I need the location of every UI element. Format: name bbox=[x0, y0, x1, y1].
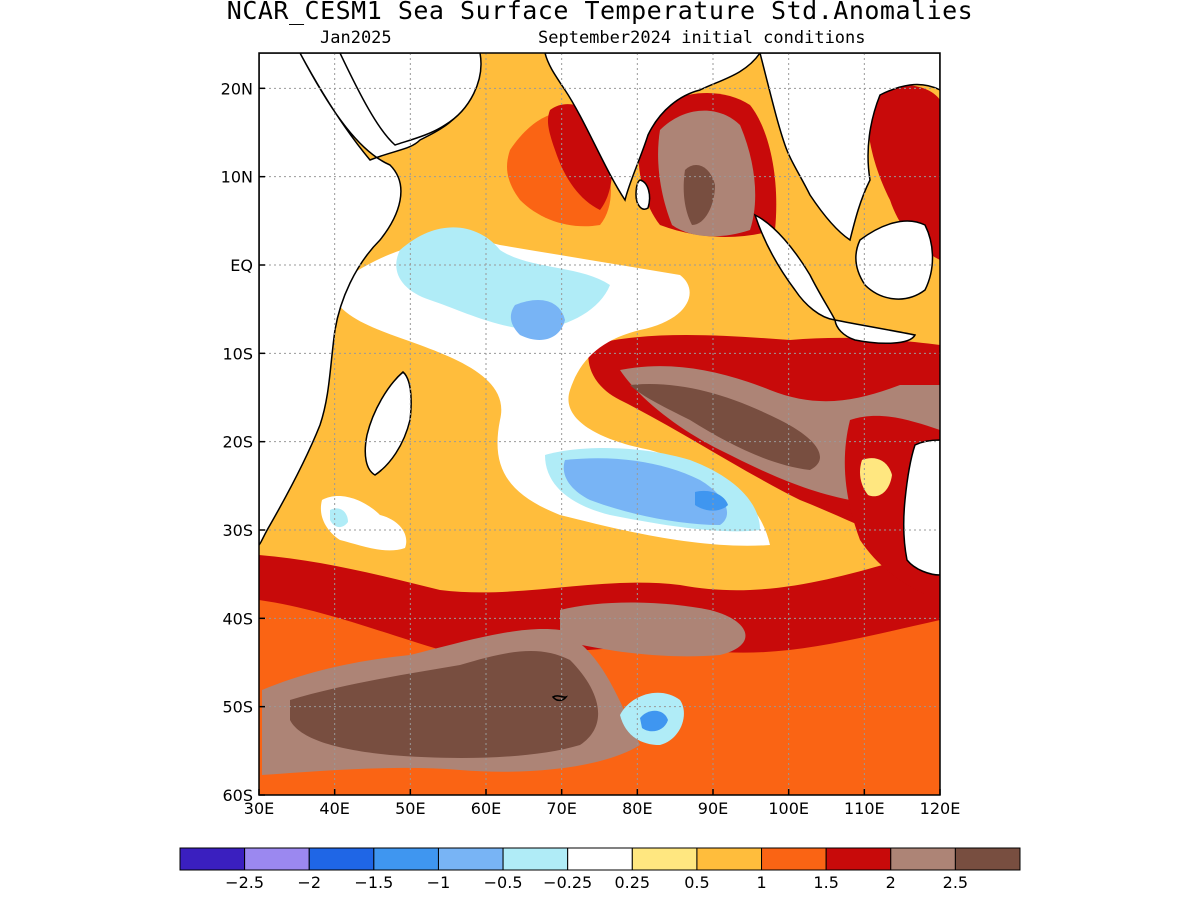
colorbar-label: −2.5 bbox=[225, 873, 264, 892]
colorbar-swatch bbox=[502, 847, 569, 871]
anomaly-region-wa-coast-yellow bbox=[860, 458, 892, 497]
anomaly-region-east-top-red bbox=[867, 84, 940, 260]
colorbar-swatch bbox=[179, 847, 246, 871]
colorbar-label: −1 bbox=[427, 873, 451, 892]
anomaly-region-bay-of-bengal-brown-dark bbox=[683, 165, 715, 225]
anomaly-region-south-brown-dark bbox=[290, 650, 599, 758]
colorbar-label: −2 bbox=[297, 873, 321, 892]
colorbar-label: 1 bbox=[756, 873, 766, 892]
valid-month-label: Jan2025 bbox=[320, 28, 392, 48]
colorbar-label: −1.5 bbox=[354, 873, 393, 892]
anomaly-region-central-cool bbox=[396, 227, 610, 330]
anomaly-region-central-blue bbox=[510, 300, 565, 340]
colorbar-label: 1.5 bbox=[813, 873, 838, 892]
x-tick-label: 110E bbox=[844, 799, 885, 818]
java-landmass bbox=[834, 319, 917, 345]
anomaly-region-west-cool-spot bbox=[320, 495, 407, 551]
initial-conditions-label: September2024 initial conditions bbox=[538, 28, 866, 48]
y-tick-label: 50S bbox=[222, 698, 253, 717]
x-tick-label: 100E bbox=[768, 799, 809, 818]
anomaly-region-south-cold-core bbox=[640, 710, 668, 732]
x-axis: 30E 40E 50E 60E 70E 80E 90E 100E 110E 120E bbox=[244, 789, 961, 818]
y-axis: 20N 10N EQ 10S 20S 30S 40S 50S 60S bbox=[221, 79, 265, 805]
x-tick-label: 50E bbox=[395, 799, 425, 818]
colorbar-swatch bbox=[890, 847, 956, 871]
colorbar-swatch bbox=[373, 847, 439, 871]
y-tick-label: EQ bbox=[230, 256, 253, 275]
x-tick-label: 40E bbox=[319, 799, 349, 818]
colorbar-swatch bbox=[825, 847, 892, 871]
anomaly-region-southcentral-blue-core bbox=[695, 490, 728, 511]
x-tick-label: 90E bbox=[698, 799, 728, 818]
y-tick-label: 30S bbox=[222, 521, 253, 540]
colorbar-label: 0.5 bbox=[684, 873, 709, 892]
map-frame bbox=[258, 52, 941, 796]
colorbar-swatch bbox=[437, 847, 504, 871]
y-tick-label: 10N bbox=[221, 168, 253, 187]
x-tick-label: 120E bbox=[920, 799, 961, 818]
colorbar-label: −0.5 bbox=[484, 873, 523, 892]
x-tick-label: 80E bbox=[622, 799, 652, 818]
x-tick-label: 70E bbox=[546, 799, 576, 818]
gridlines bbox=[259, 53, 940, 795]
colorbar-swatch bbox=[696, 847, 763, 871]
india-landmass bbox=[544, 53, 761, 202]
australia-landmass bbox=[902, 439, 940, 576]
land-masses bbox=[259, 53, 940, 702]
y-tick-label: 10S bbox=[222, 344, 253, 363]
colorbar-swatch bbox=[631, 847, 698, 871]
map-title: NCAR_CESM1 Sea Surface Temperature Std.A… bbox=[226, 0, 974, 25]
anomaly-field bbox=[259, 53, 940, 795]
x-tick-label: 60E bbox=[471, 799, 501, 818]
colorbar-swatch bbox=[954, 847, 1021, 871]
colorbar-label: 2 bbox=[886, 873, 896, 892]
anomaly-region-southcentral-blue bbox=[563, 458, 728, 525]
colorbar-swatch bbox=[308, 847, 375, 871]
kerguelen-island bbox=[551, 695, 569, 702]
borneo-landmass bbox=[855, 220, 934, 300]
anomaly-region-central-brown bbox=[560, 602, 746, 657]
colorbar-swatch bbox=[761, 847, 827, 871]
y-tick-label: 40S bbox=[222, 609, 253, 628]
madagascar-landmass bbox=[364, 371, 412, 476]
sri-lanka-landmass bbox=[635, 179, 651, 210]
y-tick-label: 60S bbox=[222, 786, 253, 805]
y-tick-label: 20S bbox=[222, 433, 253, 452]
colorbar-label: −0.25 bbox=[543, 873, 592, 892]
anomaly-region-east-brown-dark bbox=[630, 384, 820, 470]
colorbar-swatch bbox=[567, 847, 633, 871]
southeast-asia-landmass bbox=[759, 53, 940, 242]
colorbar-swatch bbox=[244, 847, 310, 871]
colorbar: −2.5 −2 −1.5 −1 −0.5 −0.25 0.25 0.5 1 1.5 2 2.5 bbox=[179, 847, 1021, 892]
colorbar-label: 0.25 bbox=[614, 873, 650, 892]
x-tick-label: 30E bbox=[244, 799, 274, 818]
y-tick-label: 20N bbox=[221, 79, 253, 98]
colorbar-label: 2.5 bbox=[943, 873, 968, 892]
